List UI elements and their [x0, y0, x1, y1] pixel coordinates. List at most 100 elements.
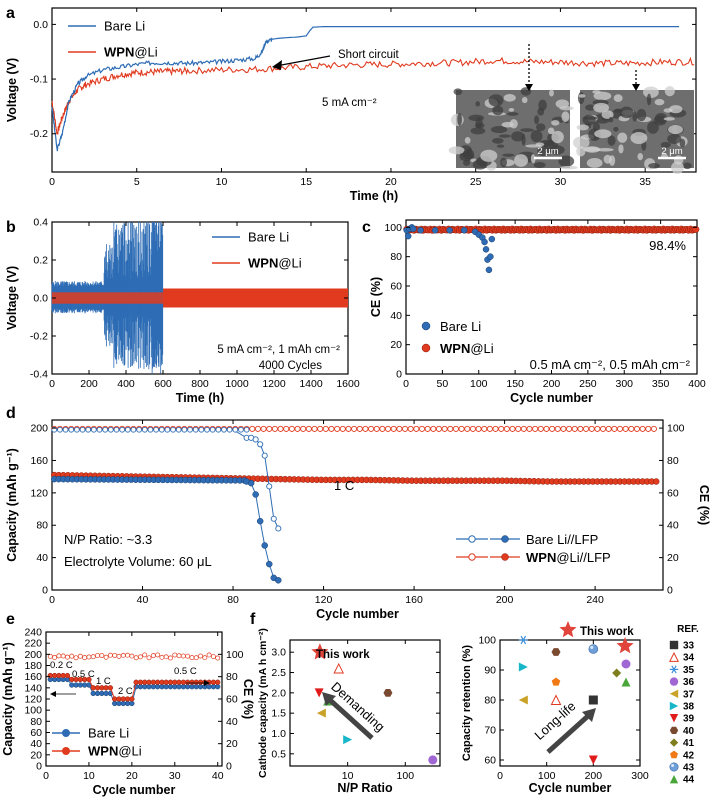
panel-d-point-bare-ce — [181, 426, 188, 433]
panel-a-sem-inset-2-grain — [594, 129, 612, 139]
panel-a-sem-inset-2-grain — [593, 91, 612, 101]
panel-a-sem-inset-1: 2 μm — [448, 87, 578, 171]
panel-d-point-wpn-ce — [577, 425, 584, 432]
panel-e-point-bare — [215, 684, 221, 690]
panel-d-point-wpn-ce — [401, 425, 409, 432]
panel-d-point-wpn-ce — [447, 425, 454, 432]
panel-d-legend-wpn-label: WPN@Li//LFP — [526, 550, 611, 565]
panel-e-ytick-label: 20 — [30, 749, 42, 761]
panel-e-point-ce — [133, 655, 139, 661]
ref-legend-marker-34-shape — [668, 651, 680, 662]
panel-b-xtick-label: 1000 — [225, 378, 249, 390]
panel-d-point-wpn-ce — [362, 425, 369, 432]
panel-a-sem-inset-1-grain — [536, 123, 546, 132]
panel-e-point-ce — [172, 652, 178, 658]
ref-legend-label-40: 40 — [683, 726, 695, 737]
panel-e-point-ce — [142, 652, 148, 658]
panel-b-series-wpn-core — [52, 292, 348, 304]
panel-d-point-wpn-ce — [515, 425, 522, 432]
panel-d-legend-bare-cap-marker — [501, 535, 509, 543]
panel-a-ytick-label: -0.2 — [30, 128, 48, 140]
ref-legend-label-34: 34 — [683, 653, 695, 664]
ref-legend-label-36: 36 — [683, 677, 695, 688]
panel-e-point-ce — [82, 655, 88, 661]
panel-f2-xtick-label: 100 — [538, 770, 556, 782]
panel-d-legend-bare-label: Bare Li//LFP — [526, 532, 598, 547]
panel-d-point-wpn-ce — [583, 425, 590, 432]
panel-e-ytick-label: 240 — [24, 627, 42, 639]
panel-d-y2tick-label: 40 — [667, 520, 679, 532]
panel-d-point-wpn-ce — [283, 425, 290, 432]
panel-e-ytick-label: 80 — [30, 716, 42, 728]
panel-d-y2tick-label: 0 — [667, 585, 673, 597]
panel-a-sem-inset-1-scalebar-label: 2 μm — [537, 146, 558, 157]
panel-a-sem-inset-2-grain — [637, 152, 644, 161]
panel-f2-this-work-marker-shape — [559, 621, 577, 638]
panel-d-point-bare-ce — [164, 426, 171, 433]
panel-d-point-bare-ce — [147, 426, 154, 433]
panel-f2-point-ref-38 — [518, 662, 528, 672]
panel-d-point-wpn-ce — [503, 425, 510, 432]
panel-e-point-ce — [163, 654, 169, 660]
panel-d-point-bare-ce — [96, 426, 103, 433]
ref-legend-marker-41 — [669, 738, 679, 747]
panel-d-point-bare-ce — [68, 426, 75, 433]
panel-d-point-wpn-ce — [424, 425, 431, 432]
ref-legend-title: REF. — [677, 624, 699, 635]
panel-f2-point-ref-34 — [550, 694, 562, 705]
panel-d-point-bare-capacity — [256, 517, 264, 525]
panel-a-arrow-line — [275, 55, 331, 67]
panel-d-point-bare-ce — [266, 483, 273, 490]
panel-e-rate-label-3: 1 C — [96, 676, 111, 687]
panel-d-np-ratio-label: N/P Ratio: ~3.3 — [64, 532, 152, 547]
panel-e-arrow-right-head — [204, 680, 210, 686]
panel-a-sem-inset-2-grain — [648, 163, 661, 169]
panel-a-sem-inset-2-grain — [586, 158, 603, 168]
panel-e-point-ce — [56, 653, 62, 659]
panel-f2-point-ref-42-shape — [551, 677, 561, 686]
panel-d-point-wpn-ce — [498, 425, 505, 432]
panel-a-sem-inset-2-grain — [643, 86, 659, 98]
panel-c-xtick-label: 400 — [688, 378, 706, 390]
panel-d-point-wpn-ce — [396, 425, 403, 432]
panel-d-ytick-label: 120 — [30, 487, 48, 499]
panel-f2-xtick-label: 300 — [631, 770, 649, 782]
panel-a-sem-inset-2-grain — [653, 115, 667, 126]
panel-f1-point-ref-40-shape — [383, 688, 393, 697]
panel-c-ytick-label: 80 — [390, 251, 402, 263]
ref-legend-marker-34 — [668, 651, 680, 662]
panel-a-sem-inset-1-grain — [551, 119, 560, 126]
panel-d-ytick-label: 40 — [36, 552, 48, 564]
panel-d-point-bare-ce — [74, 426, 80, 433]
panel-e-y2tick-label: 60 — [226, 694, 238, 706]
panel-d-y2tick-label: 60 — [667, 487, 679, 499]
ref-legend-marker-33-shape — [669, 640, 679, 650]
panel-a-sem-inset-2-grain — [576, 146, 586, 157]
panel-a-sem-inset-2-grain — [592, 90, 601, 94]
panel-f1-xtick-label: 10 — [342, 770, 354, 782]
panel-b-condition-label: 5 mA cm⁻², 1 mAh cm⁻² — [217, 344, 340, 356]
panel-f1-point-ref-36 — [428, 755, 438, 765]
panel-d-point-wpn-ce — [554, 425, 561, 432]
ref-legend-marker-36 — [669, 677, 679, 686]
panel-c-avg-ce-label: 98.4% — [649, 238, 686, 253]
panel-e-point-ce — [189, 655, 195, 661]
panel-f2-point-this-work-shape — [616, 637, 634, 654]
panel-e-point-ce — [150, 653, 156, 659]
panel-d-point-bare-ce — [85, 426, 92, 433]
panel-f2-point-ref-41 — [612, 668, 622, 678]
panel-d-point-bare-ce — [209, 426, 216, 433]
panel-a-xtick-label: 30 — [555, 176, 567, 188]
panel-f2-ytick-label: 60 — [484, 755, 496, 767]
panel-e-xtick-label: 0 — [43, 770, 49, 782]
panel-d-point-wpn-ce — [407, 425, 414, 432]
panel-f1-xlabel: N/P Ratio — [337, 781, 393, 795]
panel-d-point-wpn-ce — [413, 425, 420, 432]
panel-e-point-ce — [146, 655, 152, 661]
panel-d-point-bare-ce — [79, 426, 86, 433]
panel-a-sem-inset-1-grain — [509, 119, 518, 129]
panel-d-point-wpn-ce — [317, 425, 324, 432]
panel-d-xtick-label: 160 — [405, 594, 423, 606]
panel-a-sem-inset-1-grain — [537, 146, 550, 157]
panel-f2-point-ref-43-highlight — [590, 645, 594, 649]
